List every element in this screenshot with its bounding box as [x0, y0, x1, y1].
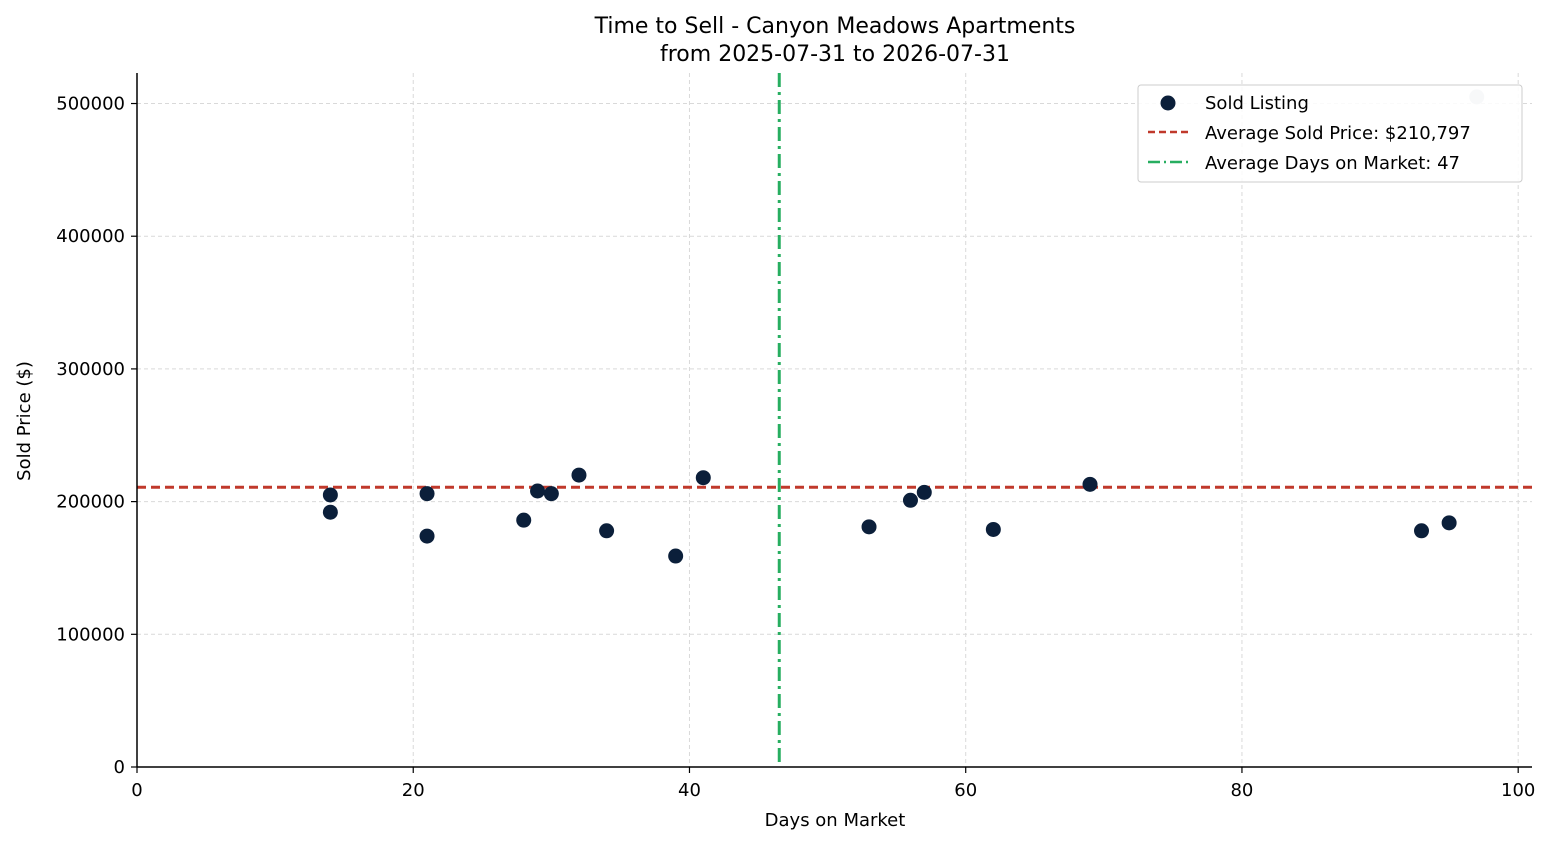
y-ticks: 0 100000 200000 300000 400000 500000 [56, 94, 137, 778]
legend-label-sold-listing: Sold Listing [1205, 93, 1309, 114]
sold-listing-point [543, 486, 559, 502]
sold-listing-point [861, 519, 877, 535]
sold-listing-point [695, 470, 711, 486]
sold-listing-point [530, 483, 546, 499]
chart-title: Time to Sell - Canyon Meadows Apartments [594, 14, 1076, 39]
sold-listing-point [916, 484, 932, 500]
x-tick-label: 40 [678, 780, 701, 801]
sold-listing-point [419, 486, 435, 502]
y-tick-label: 100000 [56, 624, 125, 645]
sold-listing-point [1082, 476, 1098, 492]
x-tick-label: 20 [402, 780, 425, 801]
x-tick-label: 60 [954, 780, 977, 801]
sold-listing-point [902, 492, 918, 508]
x-axis-label: Days on Market [765, 810, 906, 831]
sold-listing-point [599, 523, 615, 539]
x-tick-label: 80 [1230, 780, 1253, 801]
sold-listing-point [322, 487, 338, 503]
y-tick-label: 400000 [56, 226, 125, 247]
y-tick-label: 300000 [56, 359, 125, 380]
chart-subtitle: from 2025-07-31 to 2026-07-31 [660, 42, 1010, 67]
y-axis-label: Sold Price ($) [14, 361, 35, 481]
sold-listing-point [571, 467, 587, 483]
legend-label-avg-days: Average Days on Market: 47 [1205, 153, 1460, 174]
y-tick-label: 200000 [56, 492, 125, 513]
sold-listing-point [1414, 523, 1430, 539]
legend-label-avg-price: Average Sold Price: $210,797 [1205, 123, 1471, 144]
x-tick-label: 0 [131, 780, 142, 801]
sold-listing-point [668, 548, 684, 564]
legend-marker-sold-listing [1160, 95, 1176, 111]
sold-listing-point [322, 504, 338, 520]
sold-listing-point [1441, 515, 1457, 531]
data-points [322, 89, 1485, 564]
y-tick-label: 500000 [56, 94, 125, 115]
sold-listing-point [985, 521, 1001, 537]
x-tick-label: 100 [1501, 780, 1535, 801]
x-ticks: 0 20 40 60 80 100 [131, 767, 1535, 801]
sold-listing-point [516, 512, 532, 528]
y-tick-label: 0 [114, 757, 125, 778]
legend: Sold Listing Average Sold Price: $210,79… [1137, 84, 1523, 183]
sold-listing-point [419, 528, 435, 544]
legend-box [1137, 84, 1523, 183]
reference-lines [137, 73, 1532, 767]
